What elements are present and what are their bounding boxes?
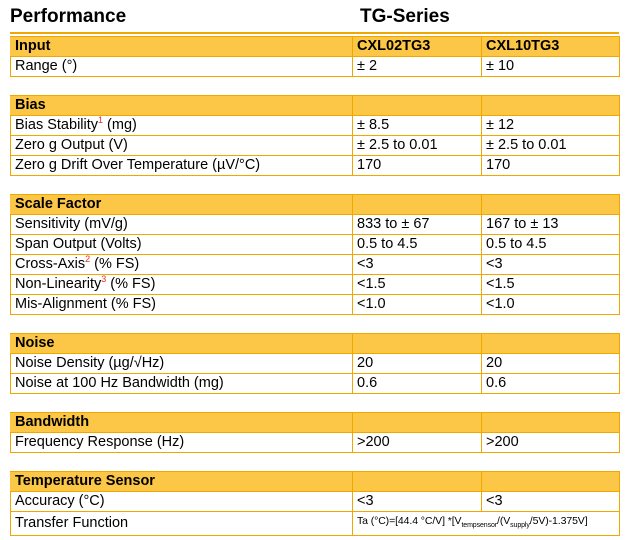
section-heading: Noise bbox=[10, 333, 353, 354]
column-header-cxl02tg3: CXL02TG3 bbox=[352, 36, 482, 57]
table-row: Cross-Axis2 (% FS) <3 <3 bbox=[10, 254, 620, 275]
value-cxl02tg3: <1.5 bbox=[352, 274, 482, 295]
value-cxl02tg3: ± 2 bbox=[352, 56, 482, 77]
row-label: Range (°) bbox=[10, 56, 353, 77]
row-label: Accuracy (°C) bbox=[10, 491, 353, 512]
value-cxl10tg3: 20 bbox=[481, 353, 620, 374]
table-row: Span Output (Volts) 0.5 to 4.5 0.5 to 4.… bbox=[10, 234, 620, 255]
table-row: Bias Stability1 (mg) ± 8.5 ± 12 bbox=[10, 115, 620, 136]
row-label: Bias Stability1 (mg) bbox=[10, 115, 353, 136]
table-row: Non-Linearity3 (% FS) <1.5 <1.5 bbox=[10, 274, 620, 295]
section-bandwidth: Bandwidth Frequency Response (Hz) >200 >… bbox=[10, 412, 620, 453]
value-cxl10tg3: ± 12 bbox=[481, 115, 620, 136]
value-cxl02tg3: <3 bbox=[352, 491, 482, 512]
section-heading: Scale Factor bbox=[10, 194, 353, 215]
section-heading: Bandwidth bbox=[10, 412, 353, 433]
value-cxl10tg3: <1.0 bbox=[481, 294, 620, 315]
section-header: Bias bbox=[10, 95, 620, 116]
transfer-function-formula: Ta (°C)=[44.4 °C/V] *[Vtempsensor/(Vsupp… bbox=[352, 510, 620, 537]
row-label: Sensitivity (mV/g) bbox=[10, 214, 353, 235]
table-row: Zero g Drift Over Temperature (µV/°C) 17… bbox=[10, 155, 620, 176]
footnote-mark: 3 bbox=[101, 274, 107, 284]
section-heading: Bias bbox=[10, 95, 353, 116]
page-title: Performance bbox=[10, 6, 127, 27]
value-cxl10tg3: 170 bbox=[481, 155, 620, 176]
value-cxl02tg3: <3 bbox=[352, 254, 482, 275]
table-row: Mis-Alignment (% FS) <1.0 <1.0 bbox=[10, 294, 620, 315]
value-cxl10tg3: ± 2.5 to 0.01 bbox=[481, 135, 620, 156]
value-cxl10tg3: <3 bbox=[481, 254, 620, 275]
table-row: Sensitivity (mV/g) 833 to ± 67 167 to ± … bbox=[10, 214, 620, 235]
value-cxl02tg3: 170 bbox=[352, 155, 482, 176]
footnote-mark: 1 bbox=[98, 115, 104, 125]
value-cxl10tg3: <1.5 bbox=[481, 274, 620, 295]
value-cxl10tg3: 167 to ± 13 bbox=[481, 214, 620, 235]
section-heading: Input bbox=[10, 36, 353, 57]
column-header-cxl10tg3: CXL10TG3 bbox=[481, 36, 620, 57]
row-label: Cross-Axis2 (% FS) bbox=[10, 254, 353, 275]
value-cxl02tg3: ± 8.5 bbox=[352, 115, 482, 136]
table-row: Frequency Response (Hz) >200 >200 bbox=[10, 432, 620, 453]
value-cxl02tg3: 0.5 to 4.5 bbox=[352, 234, 482, 255]
row-label: Zero g Drift Over Temperature (µV/°C) bbox=[10, 155, 353, 176]
section-heading: Temperature Sensor bbox=[10, 471, 353, 492]
value-cxl10tg3: <3 bbox=[481, 491, 620, 512]
section-header: Temperature Sensor bbox=[10, 471, 620, 492]
value-cxl02tg3: ± 2.5 to 0.01 bbox=[352, 135, 482, 156]
row-label: Zero g Output (V) bbox=[10, 135, 353, 156]
value-cxl02tg3: <1.0 bbox=[352, 294, 482, 315]
section-temperature-sensor: Temperature Sensor Accuracy (°C) <3 <3 T… bbox=[10, 471, 620, 537]
value-cxl10tg3: >200 bbox=[481, 432, 620, 453]
series-title: TG-Series bbox=[360, 6, 450, 27]
row-label: Transfer Function bbox=[10, 510, 353, 537]
section-scale-factor: Scale Factor Sensitivity (mV/g) 833 to ±… bbox=[10, 194, 620, 315]
table-row: Noise at 100 Hz Bandwidth (mg) 0.6 0.6 bbox=[10, 373, 620, 394]
section-header: Noise bbox=[10, 333, 620, 354]
row-label: Mis-Alignment (% FS) bbox=[10, 294, 353, 315]
row-label: Noise at 100 Hz Bandwidth (mg) bbox=[10, 373, 353, 394]
footnote-mark: 2 bbox=[85, 254, 91, 264]
row-label: Non-Linearity3 (% FS) bbox=[10, 274, 353, 295]
table-row: Zero g Output (V) ± 2.5 to 0.01 ± 2.5 to… bbox=[10, 135, 620, 156]
row-label: Span Output (Volts) bbox=[10, 234, 353, 255]
section-noise: Noise Noise Density (µg/√Hz) 20 20 Noise… bbox=[10, 333, 620, 394]
table-row: Transfer Function Ta (°C)=[44.4 °C/V] *[… bbox=[10, 510, 620, 537]
value-cxl02tg3: 833 to ± 67 bbox=[352, 214, 482, 235]
title-rule bbox=[10, 32, 619, 34]
table-row: Range (°) ± 2 ± 10 bbox=[10, 56, 620, 77]
table-row: Noise Density (µg/√Hz) 20 20 bbox=[10, 353, 620, 374]
value-cxl02tg3: 20 bbox=[352, 353, 482, 374]
section-header: Scale Factor bbox=[10, 194, 620, 215]
section-bias: Bias Bias Stability1 (mg) ± 8.5 ± 12 Zer… bbox=[10, 95, 620, 176]
spec-sections: Input CXL02TG3 CXL10TG3 Range (°) ± 2 ± … bbox=[10, 36, 620, 537]
value-cxl10tg3: ± 10 bbox=[481, 56, 620, 77]
section-header: Input CXL02TG3 CXL10TG3 bbox=[10, 36, 620, 57]
value-cxl10tg3: 0.5 to 4.5 bbox=[481, 234, 620, 255]
row-label: Noise Density (µg/√Hz) bbox=[10, 353, 353, 374]
value-cxl02tg3: 0.6 bbox=[352, 373, 482, 394]
row-label: Frequency Response (Hz) bbox=[10, 432, 353, 453]
value-cxl02tg3: >200 bbox=[352, 432, 482, 453]
section-input: Input CXL02TG3 CXL10TG3 Range (°) ± 2 ± … bbox=[10, 36, 620, 77]
value-cxl10tg3: 0.6 bbox=[481, 373, 620, 394]
section-header: Bandwidth bbox=[10, 412, 620, 433]
table-row: Accuracy (°C) <3 <3 bbox=[10, 491, 620, 512]
